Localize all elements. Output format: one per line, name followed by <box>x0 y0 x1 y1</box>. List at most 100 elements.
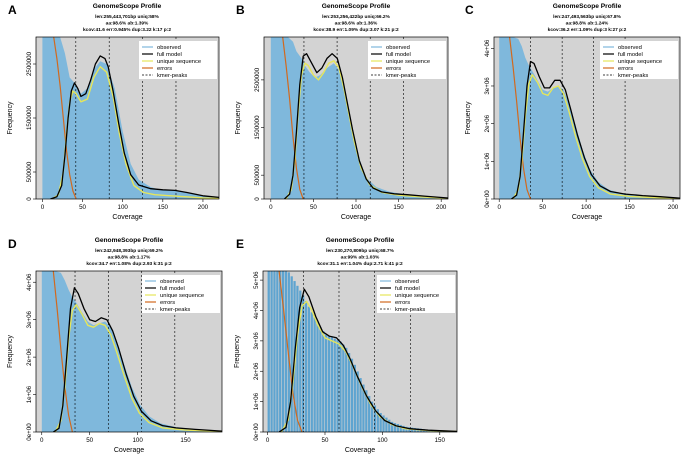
y-tick-label: 4e+06 <box>484 39 491 57</box>
observed-bar <box>359 378 362 432</box>
observed-bar <box>368 395 371 432</box>
unique-sequence-line <box>512 73 680 199</box>
plot-area <box>41 271 222 432</box>
panel-a: A GenomeScope Profile len:255,443,701bp un… <box>7 3 220 221</box>
legend-label: full model <box>157 52 182 58</box>
panel-c: C GenomeScope Profile len:247,493,563bp un… <box>465 3 681 221</box>
chart-subtitle-line: kcov:36.2 err:1.09% dup:3 k:27 p:2 <box>548 27 627 33</box>
legend-label: unique sequence <box>386 59 430 65</box>
y-tick-label: 500000 <box>254 164 261 185</box>
observed-bar <box>388 419 391 432</box>
plot-border <box>493 36 681 200</box>
legend-label: kmer-peaks <box>160 307 190 313</box>
y-tick-label: 2e+06 <box>484 114 491 132</box>
x-axis-label: Coverage <box>341 214 371 221</box>
errors-line <box>52 271 73 432</box>
y-tick-label: 3e+06 <box>253 332 260 350</box>
chart-subtitle-line: len:253,256,422bp uniq:66.2% <box>322 14 390 20</box>
legend-label: kmer-peaks <box>157 73 187 79</box>
x-tick-label: 100 <box>132 437 143 444</box>
errors-line <box>509 37 532 199</box>
x-tick-label: 0 <box>41 204 45 211</box>
plot-area <box>499 37 680 199</box>
observed-bar <box>290 276 293 432</box>
x-axis-label: Coverage <box>112 214 142 221</box>
chart-subtitle-line: len:230,270,809bp uniq:68.7% <box>326 248 394 254</box>
chart-title: GenomeScope Profile <box>93 3 162 10</box>
observed-bar <box>281 271 285 432</box>
observed-bar <box>376 409 379 432</box>
observed-bar <box>399 424 402 432</box>
plot-area <box>267 271 457 432</box>
legend-label: errors <box>618 66 633 72</box>
y-axis-label: Frequency <box>465 101 472 135</box>
observed-bar <box>330 337 333 432</box>
y-axis-label: Frequency <box>234 334 241 368</box>
chart-subtitle-line: aa:99% ab:1.03% <box>341 255 380 261</box>
y-tick-label: 1e+06 <box>484 152 491 170</box>
legend-label: unique sequence <box>157 59 201 65</box>
y-tick-label: 0 <box>26 197 33 201</box>
y-tick-label: 1e+06 <box>253 392 260 410</box>
observed-bar <box>322 330 325 432</box>
observed-bar <box>396 423 400 432</box>
panel-label: C <box>465 3 474 17</box>
legend-label: unique sequence <box>618 59 662 65</box>
x-tick-label: 50 <box>310 204 317 211</box>
full-model-line <box>50 55 219 199</box>
chart-title: GenomeScope Profile <box>322 3 391 10</box>
observed-bar <box>402 425 405 432</box>
observed-bar <box>307 306 311 432</box>
y-axis-label: Frequency <box>7 334 14 368</box>
chart-subtitle-line: aa:98.6% ab:1.39% <box>106 21 149 27</box>
legend-label: kmer-peaks <box>618 73 648 79</box>
chart-subtitle-line: aa:98.6% ab:1.36% <box>335 21 378 27</box>
chart-subtitle-line: len:242,948,393bp uniq:69.2% <box>95 248 163 254</box>
y-axis-label: Frequency <box>7 101 14 135</box>
legend-label: full model <box>160 286 185 292</box>
y-tick-label: 0 <box>254 197 261 201</box>
legend-label: unique sequence <box>160 293 204 299</box>
chart-subtitle-line: kcov:31.1 err:1.04% dup:2.71 k:41 p:2 <box>317 261 403 267</box>
chart-title: GenomeScope Profile <box>553 3 622 10</box>
errors-line <box>53 37 77 199</box>
observed-bar <box>382 415 385 432</box>
observed-bar <box>287 272 290 432</box>
x-tick-label: 50 <box>79 204 86 211</box>
y-tick-label: 4e+06 <box>253 301 260 319</box>
y-tick-label: 4e+06 <box>26 273 33 291</box>
observed-bar <box>379 413 382 432</box>
unique-sequence-line <box>54 304 222 432</box>
observed-bar <box>270 271 273 432</box>
plot-border <box>262 270 458 433</box>
x-tick-label: 50 <box>539 204 546 211</box>
panel-label: E <box>236 237 244 251</box>
legend-label: kmer-peaks <box>395 307 425 313</box>
observed-bar <box>273 271 276 432</box>
chart-subtitle-line: kcov:38.9 err:1.09% dup:3.07 k:21 p:2 <box>313 27 399 33</box>
plot-border <box>35 270 223 433</box>
y-tick-label: 500000 <box>26 161 33 182</box>
chart-subtitle-line: aa:98.8% ab:1.17% <box>108 255 151 261</box>
observed-bar <box>356 371 359 432</box>
observed-bar <box>313 317 316 432</box>
legend-label: full model <box>386 52 411 58</box>
y-tick-label: 1500000 <box>26 105 33 130</box>
full-model-line <box>511 60 680 199</box>
errors-line <box>278 271 303 432</box>
observed-bar <box>284 271 288 432</box>
chart-subtitle-line: len:255,443,701bp uniq:58% <box>95 14 159 20</box>
x-tick-label: 100 <box>377 437 388 444</box>
observed-bar <box>390 421 394 432</box>
observed-bar <box>353 364 356 432</box>
legend-label: observed <box>386 45 410 51</box>
observed-bar <box>362 384 365 432</box>
observed-bar <box>267 271 270 432</box>
x-tick-label: 200 <box>198 204 209 211</box>
y-tick-label: 5e+06 <box>253 271 260 289</box>
x-tick-label: 100 <box>351 204 362 211</box>
x-tick-label: 200 <box>436 204 447 211</box>
panel-label: A <box>8 3 17 17</box>
